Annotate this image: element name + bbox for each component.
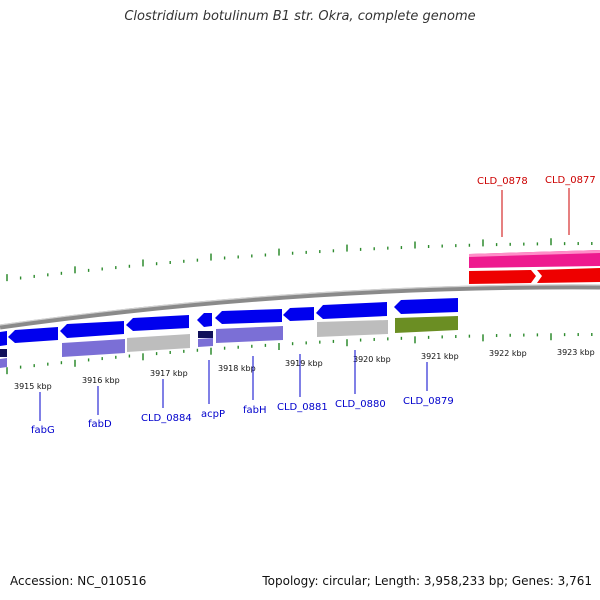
gene-label-cld0878[interactable]: CLD_0878 — [477, 176, 528, 187]
feature-purple-edge[interactable] — [0, 358, 7, 368]
scale-label-3921: 3921 kbp — [421, 352, 459, 361]
genome-backbone-highlight — [0, 284, 600, 326]
feature-dark-acpp[interactable] — [198, 331, 213, 338]
outer-tick-ring — [6, 238, 593, 282]
feature-dark-edge[interactable] — [0, 349, 7, 357]
top-gene-labels: CLD_0878 CLD_0877 — [477, 175, 596, 237]
scale-label-3919: 3919 kbp — [285, 359, 323, 368]
cds-arrow-cld0884[interactable] — [126, 315, 189, 331]
gene-label-fabd[interactable]: fabD — [88, 419, 112, 430]
bottom-gene-labels: fabG fabD CLD_0884 acpP fabH CLD_0881 CL… — [31, 350, 454, 436]
feature-purple-acpp[interactable] — [198, 338, 213, 347]
gene-label-fabg[interactable]: fabG — [31, 425, 55, 436]
gene-label-cld0880[interactable]: CLD_0880 — [335, 399, 386, 410]
topology-summary-text: Topology: circular; Length: 3,958,233 bp… — [262, 574, 592, 588]
feature-magenta-highlight — [469, 250, 600, 257]
feature-gray-cld0880[interactable] — [317, 320, 388, 337]
feature-red-track — [469, 268, 600, 284]
genome-backbone — [0, 284, 600, 330]
gene-label-cld0877[interactable]: CLD_0877 — [545, 175, 596, 186]
cds-arrow-cld0881[interactable] — [283, 307, 314, 321]
cds-arrow-cld0880[interactable] — [316, 302, 387, 319]
scale-label-3923: 3923 kbp — [557, 348, 595, 357]
scale-label-3915: 3915 kbp — [14, 382, 52, 391]
cds-arrow-fabg[interactable] — [8, 327, 58, 343]
scale-labels: 3915 kbp 3916 kbp 3917 kbp 3918 kbp 3919… — [14, 348, 595, 391]
feature-olive-cld0879[interactable] — [395, 316, 458, 333]
cds-arrow-cld0879[interactable] — [394, 298, 458, 314]
gene-label-cld0879[interactable]: CLD_0879 — [403, 396, 454, 407]
gene-label-cld0881[interactable]: CLD_0881 — [277, 402, 328, 413]
inner-tick-ring — [6, 333, 593, 375]
scale-label-3916: 3916 kbp — [82, 376, 120, 385]
feature-red-cld0878[interactable] — [469, 270, 536, 284]
gene-label-acpp[interactable]: acpP — [201, 409, 225, 420]
scale-label-3917: 3917 kbp — [150, 369, 188, 378]
scale-label-3918: 3918 kbp — [218, 364, 256, 373]
feature-magenta-track — [469, 250, 600, 268]
feature-red-cld0877[interactable] — [537, 268, 600, 283]
cds-arrow-acpp[interactable] — [197, 313, 212, 327]
cds-arrow-edge[interactable] — [0, 331, 7, 346]
accession-text: Accession: NC_010516 — [10, 574, 147, 588]
feature-gray-cld0884[interactable] — [127, 334, 190, 352]
cds-arrow-fabh[interactable] — [215, 309, 282, 324]
scale-label-3920: 3920 kbp — [353, 355, 391, 364]
cds-arrow-fabd[interactable] — [60, 321, 124, 338]
feature-purple-fabd[interactable] — [62, 339, 125, 357]
map-title: Clostridium botulinum B1 str. Okra, comp… — [124, 9, 476, 24]
reverse-cds-track — [0, 298, 458, 346]
feature-purple-fabh[interactable] — [216, 326, 283, 343]
scale-label-3922: 3922 kbp — [489, 349, 527, 358]
gene-label-fabh[interactable]: fabH — [243, 405, 267, 416]
secondary-feature-track — [0, 316, 458, 368]
gene-label-cld0884[interactable]: CLD_0884 — [141, 413, 192, 424]
